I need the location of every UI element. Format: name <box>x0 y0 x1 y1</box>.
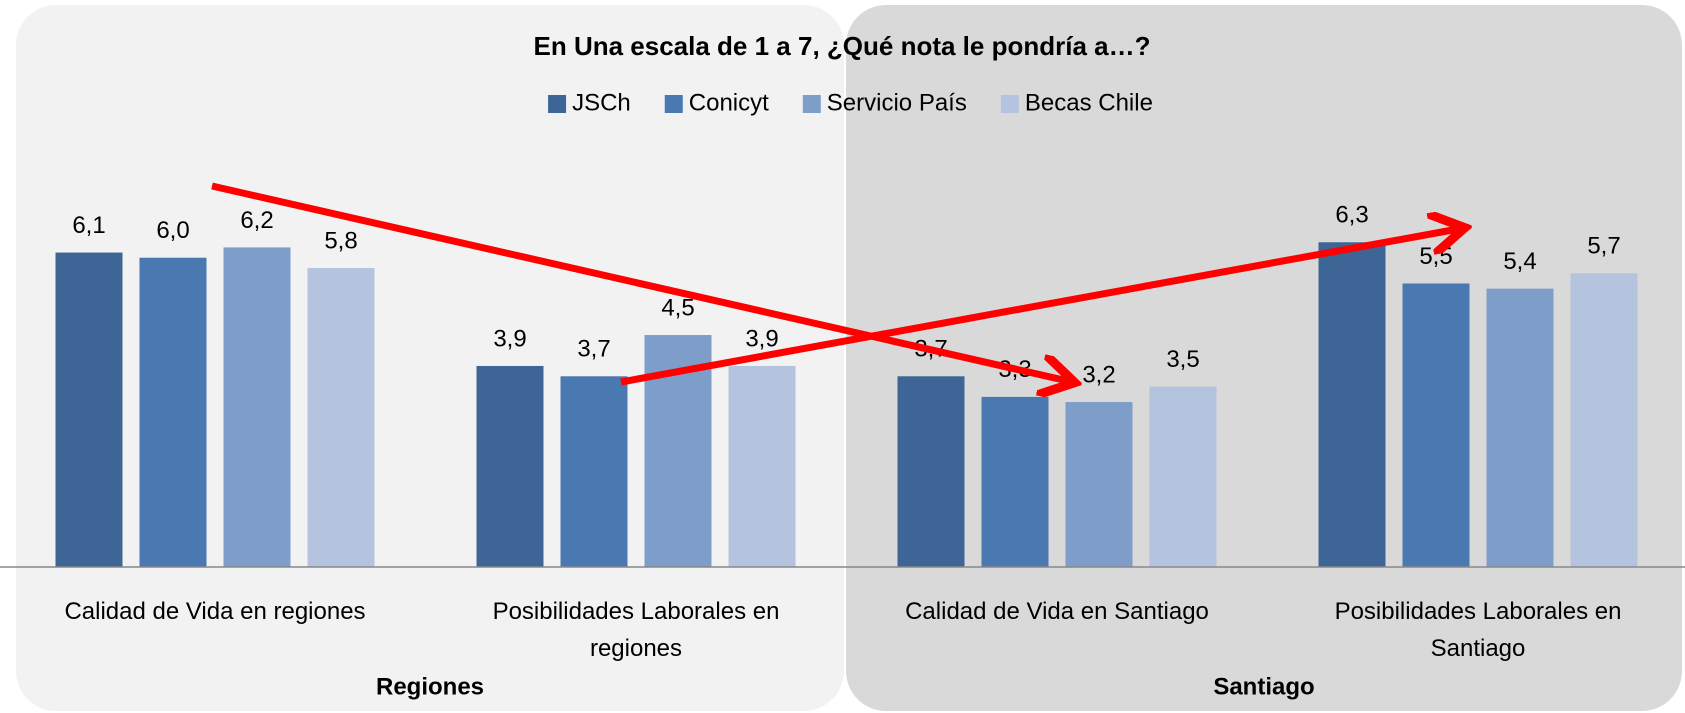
bar <box>1065 402 1133 567</box>
bar <box>55 252 123 567</box>
value-label: 3,2 <box>1082 361 1115 388</box>
chart-title: En Una escala de 1 a 7, ¿Qué nota le pon… <box>534 31 1151 61</box>
legend-label: Becas Chile <box>1025 89 1153 116</box>
value-label: 4,5 <box>661 294 694 321</box>
legend: JSCh Conicyt Servicio País Becas Chile <box>548 89 1153 116</box>
value-label: 5,5 <box>1419 243 1452 270</box>
value-label: 5,4 <box>1503 248 1536 275</box>
bar <box>1402 283 1470 567</box>
arrow <box>211 182 1068 381</box>
x-tick-label: Calidad de Vida en Santiago <box>905 598 1209 625</box>
legend-label: Servicio País <box>827 89 967 116</box>
x-tick-label: Posibilidades Laborales en regiones <box>493 598 780 662</box>
value-label: 6,1 <box>72 212 105 239</box>
value-label: 6,0 <box>156 217 189 244</box>
bar <box>560 376 628 567</box>
value-label: 6,2 <box>240 207 273 234</box>
bar <box>728 365 796 567</box>
value-label: 3,7 <box>577 336 610 363</box>
value-label: 3,9 <box>493 325 526 352</box>
value-label: 3,5 <box>1166 346 1199 373</box>
value-label: 6,3 <box>1335 202 1368 229</box>
panel-santiago <box>846 5 1682 711</box>
value-label: 5,8 <box>324 227 357 254</box>
bar <box>1149 386 1217 567</box>
bar <box>897 376 965 567</box>
legend-label: JSCh <box>572 89 631 116</box>
arrow <box>620 229 1458 386</box>
bar <box>476 365 544 567</box>
value-label: 5,7 <box>1587 233 1620 260</box>
bar <box>1570 273 1638 567</box>
x-tick-label: Posibilidades Laborales en Santiago <box>1335 598 1622 662</box>
bar <box>981 396 1049 567</box>
legend-swatch <box>664 95 683 113</box>
legend-swatch <box>548 95 567 113</box>
value-label: 3,9 <box>745 325 778 352</box>
bar <box>139 257 207 567</box>
x-tick-label: Calidad de Vida en regiones <box>64 598 365 625</box>
group-label: Regiones <box>376 673 484 700</box>
panel-regiones <box>16 5 844 711</box>
bar <box>223 247 291 567</box>
legend-swatch <box>1000 95 1019 113</box>
legend-label: Conicyt <box>689 89 769 116</box>
legend-swatch <box>802 95 821 113</box>
bar <box>1318 242 1386 567</box>
group-label: Santiago <box>1213 673 1314 700</box>
bar <box>307 268 375 567</box>
bar <box>1486 288 1554 567</box>
plot-area: 6,13,93,76,36,03,73,35,56,24,53,25,45,83… <box>0 89 1685 662</box>
